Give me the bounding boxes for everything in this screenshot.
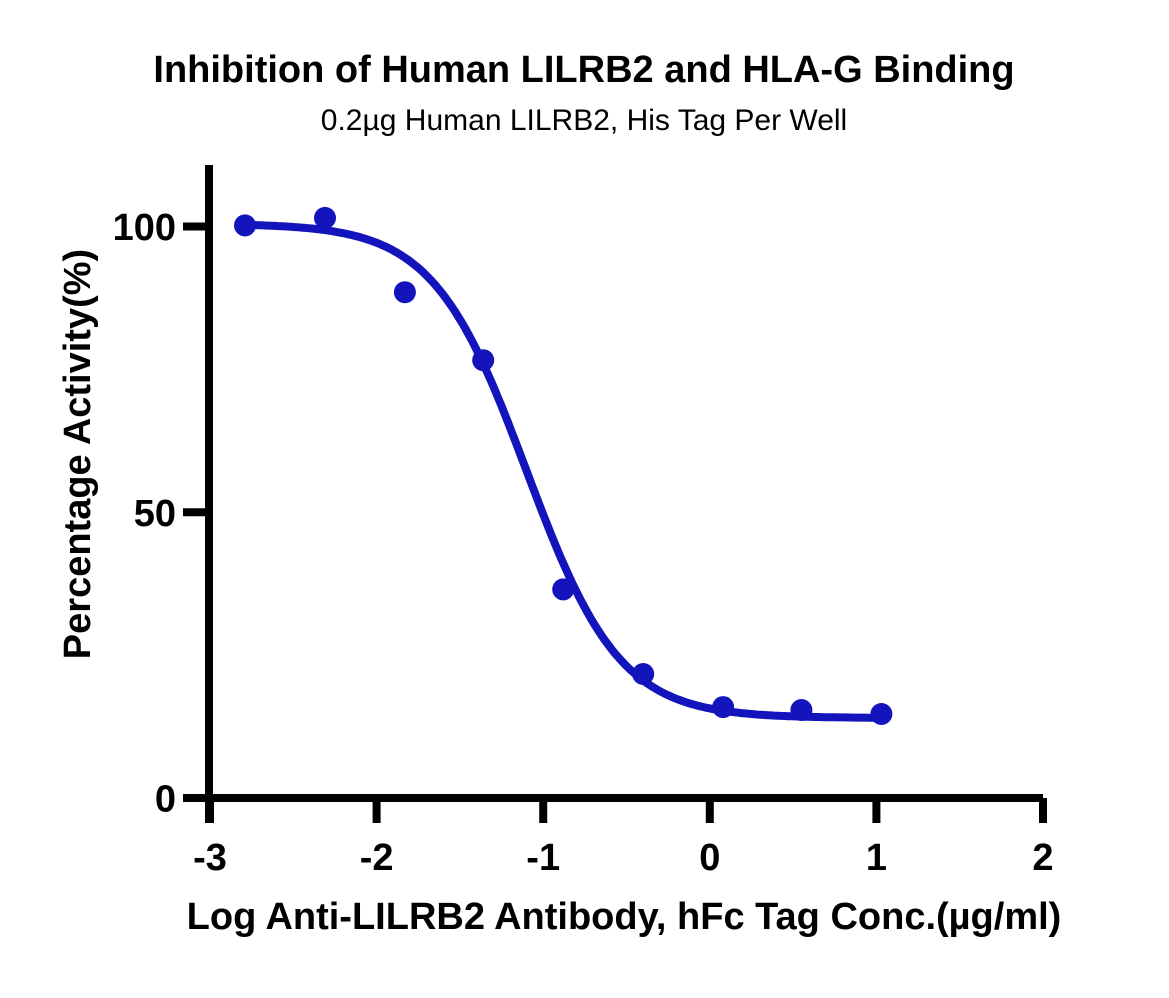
y-tick-label: 0 (155, 779, 176, 821)
data-point (393, 281, 416, 304)
x-tick-label: -1 (526, 837, 560, 879)
x-tick-label: 2 (1032, 837, 1053, 879)
y-tick-label: 50 (134, 493, 176, 535)
data-point (870, 703, 893, 725)
x-tick-label: 1 (866, 837, 887, 879)
y-tick-label: 100 (113, 207, 176, 249)
axes (205, 165, 1043, 823)
fit-curve (241, 220, 886, 722)
x-tick-group: -3 -2 -1 0 1 2 (193, 798, 1054, 879)
chart-title: Inhibition of Human LILRB2 and HLA-G Bin… (153, 49, 1014, 91)
data-point (552, 578, 575, 601)
x-tick-label: -2 (360, 837, 394, 879)
data-point (632, 663, 655, 685)
data-point (790, 699, 813, 721)
data-point (234, 214, 256, 237)
data-point (314, 206, 336, 229)
y-axis-title: Percentage Activity(%) (57, 249, 99, 659)
x-tick-label: 0 (699, 837, 720, 879)
data-point (472, 349, 495, 372)
data-point (712, 696, 735, 719)
data-series (234, 206, 893, 725)
y-tick-group: 0 50 100 (113, 207, 209, 821)
x-tick-label: -3 (193, 837, 227, 879)
x-axis-title: Log Anti-LILRB2 Antibody, hFc Tag Conc.(… (187, 896, 1062, 938)
chart-subtitle: 0.2µg Human LILRB2, His Tag Per Well (321, 104, 847, 137)
